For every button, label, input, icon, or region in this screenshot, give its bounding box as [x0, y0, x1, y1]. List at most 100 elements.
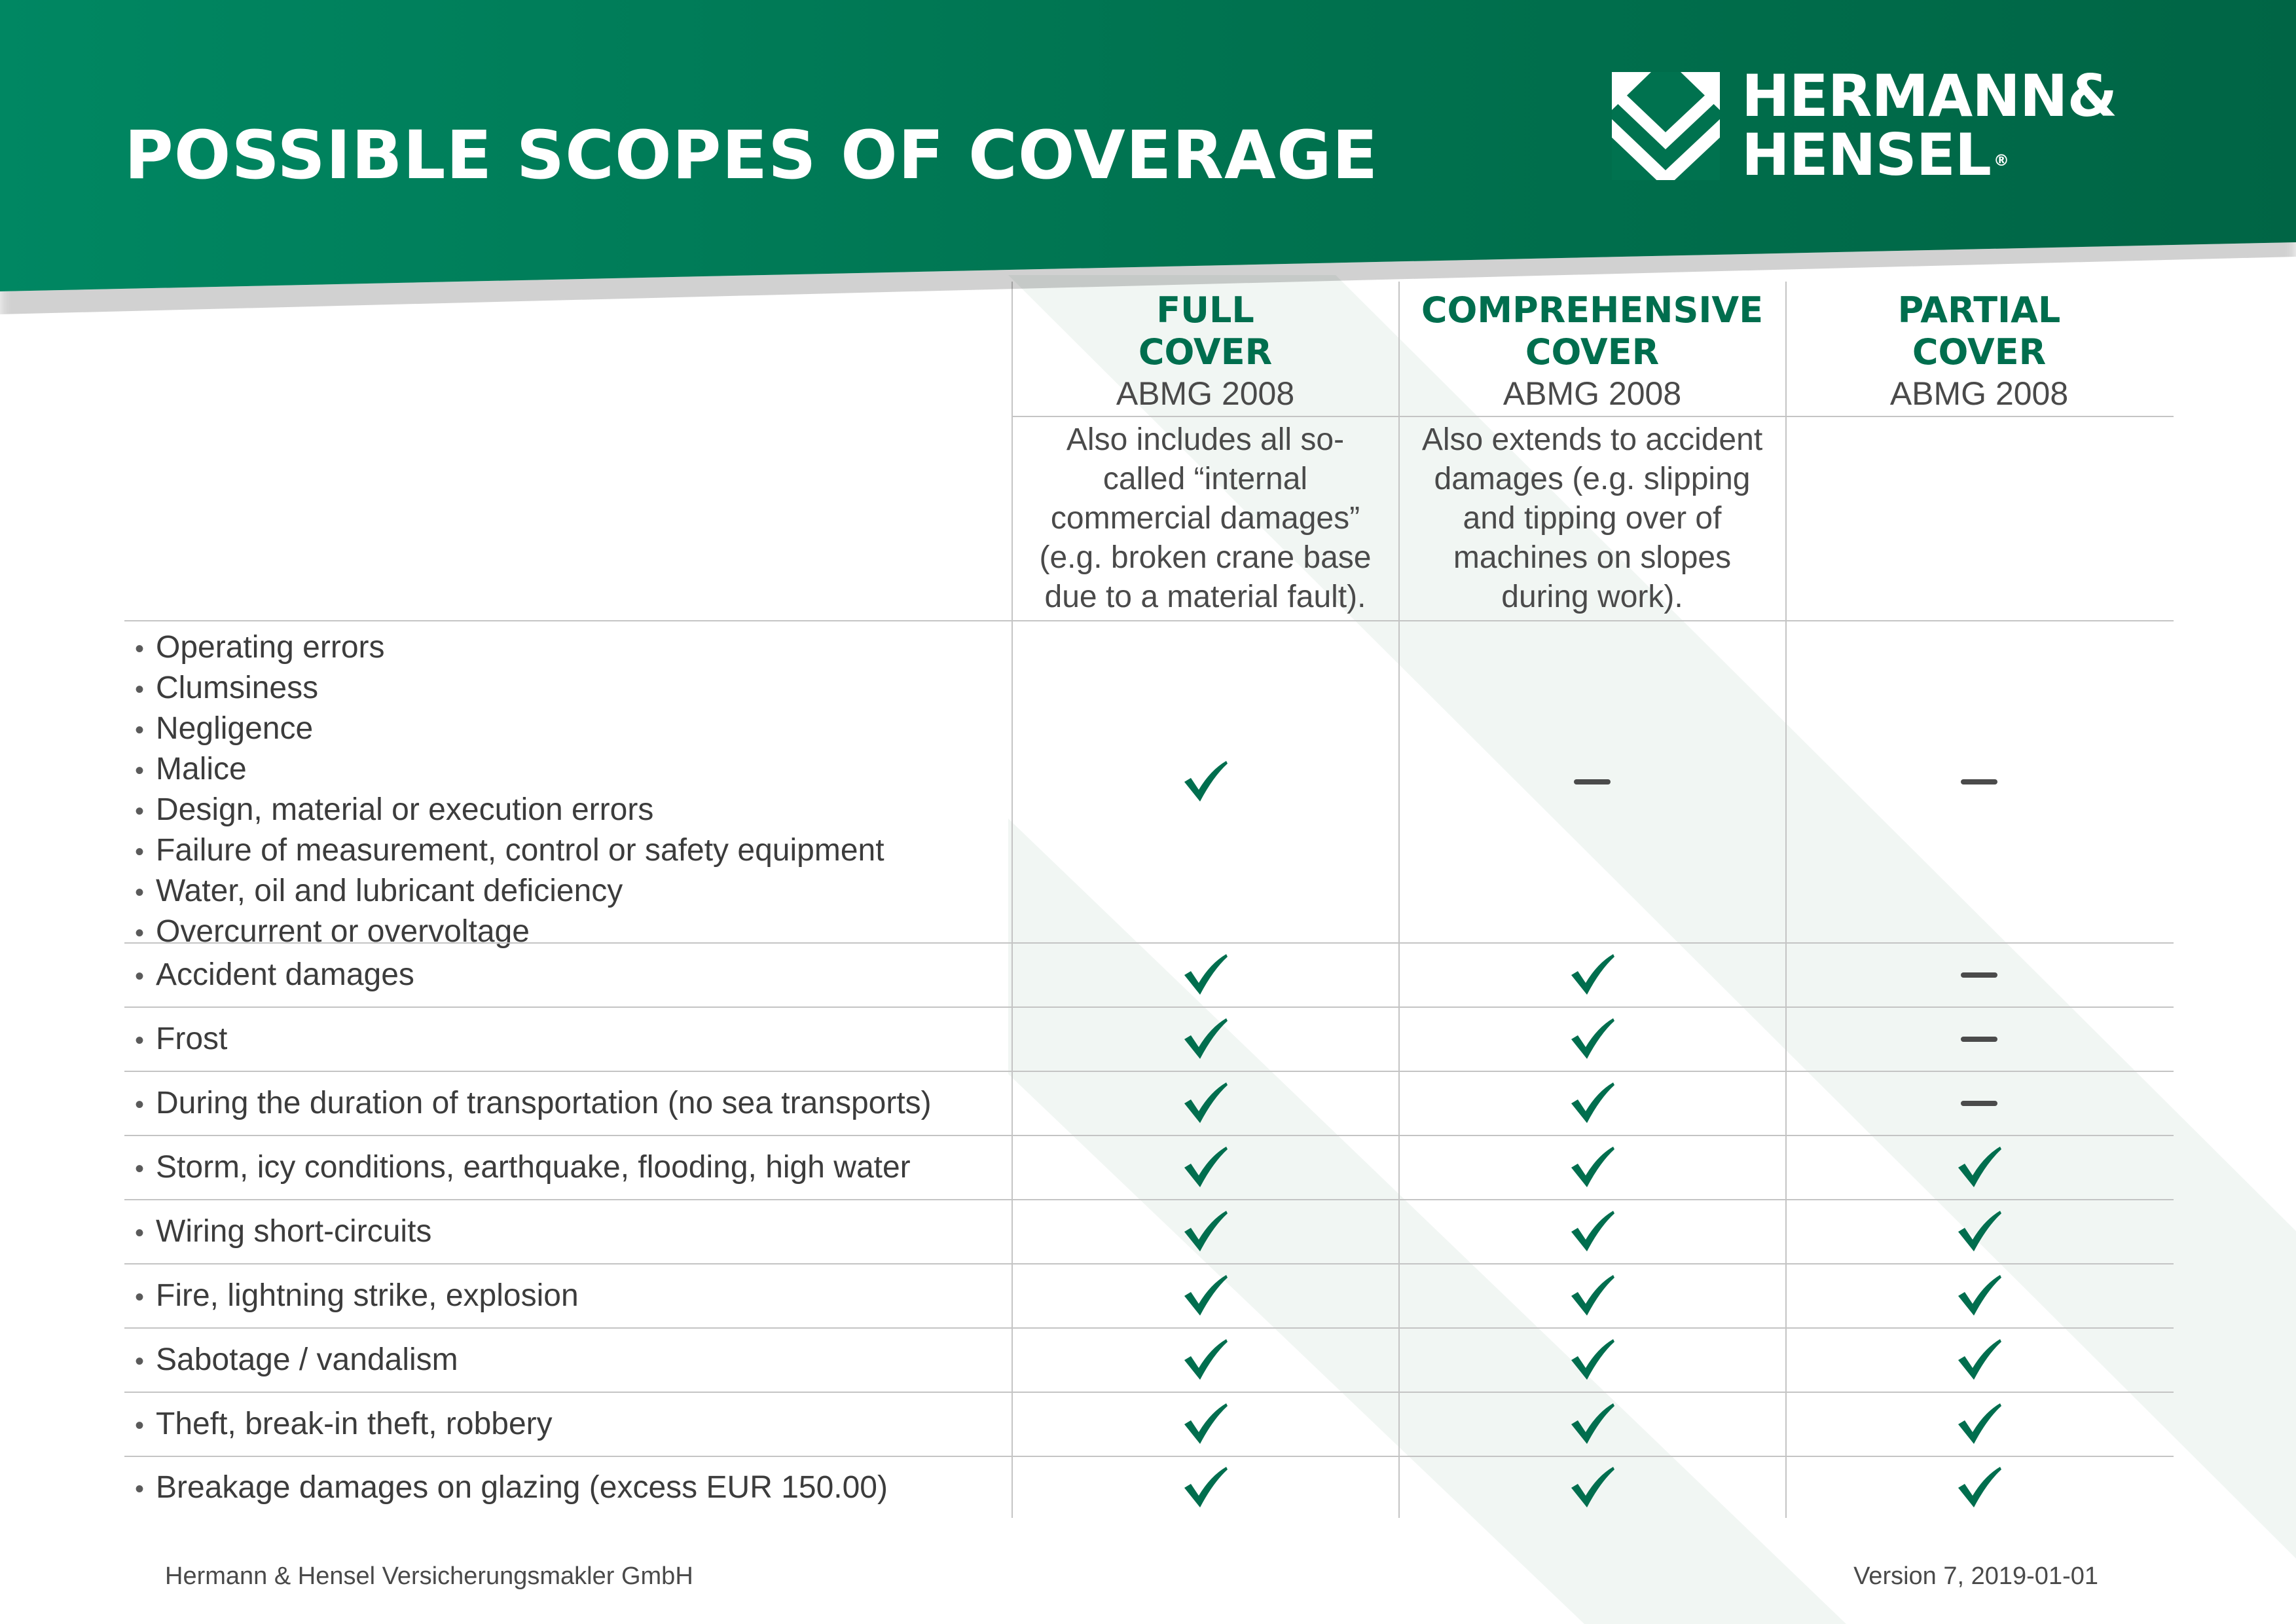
coverage-item: Sabotage / vandalism [135, 1340, 458, 1381]
checkmark-icon [1571, 1466, 1614, 1507]
checkmark-icon [1184, 1403, 1228, 1444]
column-title: COMPREHENSIVE [1421, 289, 1764, 331]
checkmark-icon [1571, 1018, 1614, 1059]
column-header-full-cover: FULL COVER ABMG 2008 [1012, 282, 1398, 414]
not-covered-dash-icon [1961, 779, 1997, 784]
header-rule [1011, 416, 2174, 417]
column-header-comprehensive-cover: COMPREHENSIVE COVER ABMG 2008 [1399, 282, 1785, 414]
checkmark-icon [1184, 1211, 1228, 1251]
coverage-item: Theft, break-in theft, robbery [135, 1405, 553, 1445]
header-banner: POSSIBLE SCOPES OF COVERAGE HERMANN& HEN… [0, 0, 2296, 291]
row-label: Storm, icy conditions, earthquake, flood… [135, 1148, 911, 1189]
checkmark-icon [1958, 1275, 2001, 1316]
checkmark-icon [1184, 1018, 1228, 1059]
not-covered-dash-icon [1961, 972, 1997, 978]
footer-version: Version 7, 2019-01-01 [1853, 1562, 2098, 1590]
not-covered-dash-icon [1961, 1101, 1997, 1106]
coverage-item: Accident damages [135, 955, 414, 996]
column-title: COVER [1912, 331, 2047, 373]
row-divider [124, 1327, 2174, 1329]
row-divider [124, 1392, 2174, 1393]
checkmark-icon [1184, 1147, 1228, 1187]
logo-chevron-icon [1612, 72, 1720, 180]
column-title: FULL [1156, 289, 1254, 331]
checkmark-icon [1184, 1466, 1228, 1507]
column-title: PARTIAL [1897, 289, 2061, 331]
description-line: during work). [1501, 580, 1683, 614]
coverage-item: Storm, icy conditions, earthquake, flood… [135, 1148, 911, 1189]
checkmark-icon [1571, 1147, 1614, 1187]
checkmark-icon [1184, 1275, 1228, 1316]
company-logo: HERMANN& HENSEL ® [1612, 67, 2188, 185]
coverage-item: Frost [135, 1020, 227, 1060]
column-title: COVER [1525, 331, 1660, 373]
column-standard: ABMG 2008 [1503, 375, 1682, 412]
column-description-comprehensive-cover: Also extends to accident damages (e.g. s… [1399, 420, 1785, 617]
row-label: Frost [135, 1020, 227, 1060]
coverage-item: Breakage damages on glazing (excess EUR … [135, 1468, 888, 1509]
coverage-item: Fire, lightning strike, explosion [135, 1276, 579, 1317]
checkmark-icon [1184, 1339, 1228, 1380]
description-line: Also extends to accident [1421, 422, 1763, 457]
footer-company: Hermann & Hensel Versicherungsmakler Gmb… [165, 1562, 693, 1590]
logo-line1: HERMANN& [1741, 62, 2117, 130]
row-label: Wiring short-circuits [135, 1212, 431, 1253]
checkmark-icon [1571, 1082, 1614, 1123]
checkmark-icon [1571, 1403, 1614, 1444]
checkmark-icon [1958, 1147, 2001, 1187]
checkmark-icon [1958, 1466, 2001, 1507]
description-line: machines on slopes [1453, 540, 1732, 575]
row-label: Breakage damages on glazing (excess EUR … [135, 1468, 888, 1509]
row-divider [124, 1071, 2174, 1072]
coverage-item: Operating errors [135, 628, 884, 669]
column-header-partial-cover: PARTIAL COVER ABMG 2008 [1786, 282, 2172, 414]
description-line: and tipping over of [1463, 501, 1722, 536]
row-label: Accident damages [135, 955, 414, 996]
row-label: Sabotage / vandalism [135, 1340, 458, 1381]
coverage-item: Overcurrent or overvoltage [135, 912, 884, 953]
checkmark-icon [1184, 761, 1228, 802]
checkmark-icon [1958, 1211, 2001, 1251]
row-divider [124, 1456, 2174, 1457]
coverage-table: FULL COVER ABMG 2008 COMPREHENSIVE COVER… [124, 282, 2174, 1526]
registered-mark: ® [1993, 151, 2009, 170]
description-line: Also includes all so- [1066, 422, 1345, 457]
description-line: damages (e.g. slipping [1434, 462, 1751, 496]
coverage-item: Water, oil and lubricant deficiency [135, 872, 884, 912]
description-line: commercial damages” [1050, 501, 1360, 536]
row-label: Operating errorsClumsinessNegligenceMali… [135, 628, 884, 953]
checkmark-icon [1571, 1211, 1614, 1251]
logo-wordmark: HERMANN& HENSEL ® [1741, 67, 2117, 185]
not-covered-dash-icon [1574, 779, 1611, 784]
checkmark-icon [1571, 1275, 1614, 1316]
page-title: POSSIBLE SCOPES OF COVERAGE [124, 117, 1379, 194]
description-line: due to a material fault). [1044, 580, 1366, 614]
not-covered-dash-icon [1961, 1037, 1997, 1042]
description-line: called “internal [1102, 462, 1308, 496]
checkmark-icon [1571, 1339, 1614, 1380]
logo-line2: HENSEL [1741, 121, 1992, 189]
checkmark-icon [1958, 1339, 2001, 1380]
row-divider [124, 1199, 2174, 1200]
column-standard: ABMG 2008 [1889, 375, 2069, 412]
coverage-item: During the duration of transportation (n… [135, 1084, 932, 1124]
row-divider [124, 1135, 2174, 1136]
coverage-item: Clumsiness [135, 669, 884, 709]
row-label: Theft, break-in theft, robbery [135, 1405, 553, 1445]
checkmark-icon [1958, 1403, 2001, 1444]
checkmark-icon [1184, 1082, 1228, 1123]
column-title: COVER [1138, 331, 1273, 373]
column-standard: ABMG 2008 [1116, 375, 1295, 412]
coverage-item: Negligence [135, 709, 884, 750]
description-line: (e.g. broken crane base [1039, 540, 1372, 575]
coverage-item: Wiring short-circuits [135, 1212, 431, 1253]
header-rule [124, 620, 2174, 621]
coverage-item: Failure of measurement, control or safet… [135, 831, 884, 872]
row-label: During the duration of transportation (n… [135, 1084, 932, 1124]
row-divider [124, 1006, 2174, 1008]
row-label: Fire, lightning strike, explosion [135, 1276, 579, 1317]
column-divider [1785, 282, 1787, 1518]
row-divider [124, 1263, 2174, 1264]
column-description-full-cover: Also includes all so- called “internal c… [1012, 420, 1398, 617]
row-divider [124, 942, 2174, 944]
